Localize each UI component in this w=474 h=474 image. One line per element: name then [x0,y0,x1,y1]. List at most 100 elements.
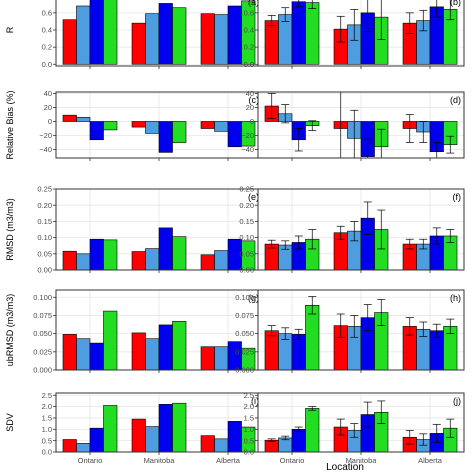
bar [76,116,91,122]
bar [145,121,160,134]
bar [200,435,215,453]
y-tick-label: 0.6 [244,8,254,17]
y-tick-label: 2.5 [244,391,254,400]
y-tick-label: 0.0 [244,448,254,457]
bar [264,330,279,371]
panel-label: (h) [450,293,461,303]
x-tick-label: Ontario [78,456,103,465]
y-tick-label: 0.10 [37,233,52,242]
panel-label: (d) [450,95,461,105]
bar [214,250,229,271]
y-axis-title: SDV [5,413,15,432]
y-tick-label: 0.25 [37,185,52,194]
bar [145,338,160,371]
y-tick-label: 0.000 [33,366,52,375]
bar [62,250,77,271]
chart-panel-5: 0.000.050.100.150.200.25(e)RMSD (m3/m3) [5,185,263,275]
bar [145,426,160,453]
bar [158,227,173,271]
chart-panel-2: 0.00.20.40.60.8(b) [244,0,465,69]
y-tick-label: 0.10 [239,233,254,242]
bar [76,338,91,371]
bar [214,121,229,132]
y-tick-label: 0.025 [235,347,254,356]
bar [227,421,242,453]
y-tick-label: 2.5 [42,391,52,400]
y-tick-label: 0.05 [239,249,254,258]
y-tick-label: 0.2 [244,43,254,52]
y-tick-label: 0.0 [42,448,52,457]
y-tick-label: 0.15 [239,217,254,226]
y-tick-label: 0.05 [37,249,52,258]
bar [241,121,256,147]
panel-label: (c) [249,95,260,105]
bar [62,19,77,65]
y-tick-label: 0.050 [33,329,52,338]
y-tick-label: 0.100 [235,293,254,302]
bar [264,439,279,453]
bar [103,239,118,271]
y-tick-label: 0.2 [42,43,52,52]
bar [131,121,146,128]
bar [89,342,104,371]
bar [89,121,104,141]
y-tick-label: −20 [241,131,254,140]
bar [305,408,320,453]
y-tick-label: 0.5 [42,436,52,445]
y-tick-label: 40 [44,89,52,98]
chart-panel-6: 0.00 0.05 0.10 0.15 0.20 0.25 (f) [239,185,465,275]
chart-panel-8: 0.000 0.025 0.050 0.075 0.100 (h) [235,289,465,375]
y-tick-label: 0 [48,117,52,126]
y-axis-title: Relative Bias (%) [5,90,15,159]
chart-panel-9: 0.0 0.5 1.0 1.5 2.0 2.5 Ontario Manitoba Alberta… [5,391,263,465]
bar [227,121,242,148]
panel-label: (f) [453,192,462,202]
x-tick-label: Alberta [418,456,443,465]
y-tick-label: 0.20 [37,201,52,210]
y-tick-label: 0.00 [37,266,52,275]
bar [145,13,160,65]
bar [89,0,104,65]
bar [291,429,306,453]
y-axis-title: R [5,26,15,33]
bar [62,439,77,453]
bar [200,13,215,65]
bar [76,253,91,271]
y-tick-label: 0.075 [33,311,52,320]
bar [62,114,77,122]
bar [131,251,146,271]
bar [214,346,229,371]
bar [131,332,146,371]
bar [62,334,77,371]
x-tick-label: Manitoba [144,456,176,465]
y-tick-label: 2.0 [244,402,254,411]
bar [172,121,187,143]
y-tick-label: 0.5 [244,436,254,445]
y-tick-label: 0.25 [239,185,254,194]
y-tick-label: 0.00 [239,266,254,275]
panel-label: (i) [251,396,259,406]
y-tick-label: 20 [246,103,254,112]
chart-panel-4: −40 −20 0 20 40 (d) [241,89,465,161]
bar [291,1,306,65]
y-tick-label: 0.20 [239,201,254,210]
x-tick-label: Ontario [280,456,305,465]
chart-panel-10: 0.0 0.5 1.0 1.5 2.0 2.5 Ontario Manitoba Alberta… [244,391,465,465]
bar [76,5,91,65]
bar [76,443,91,453]
bar [264,20,279,65]
y-tick-label: 0.15 [37,217,52,226]
y-axis-title: ubRMSD (m3/m3) [5,294,15,367]
y-tick-label: 0.000 [235,366,254,375]
bar [214,14,229,65]
bar [214,438,229,453]
bar [172,402,187,453]
panel-label: (a) [248,0,259,7]
panel-label: (j) [453,396,461,406]
bar [131,22,146,65]
bar [305,304,320,371]
y-tick-label: 1.5 [244,414,254,423]
